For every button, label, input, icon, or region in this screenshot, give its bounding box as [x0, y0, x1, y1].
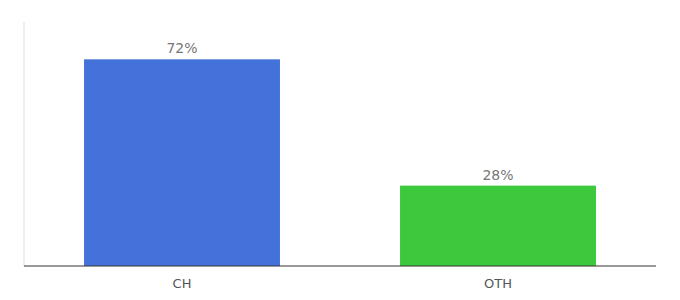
bar	[400, 186, 596, 266]
data-label: 72%	[166, 40, 197, 56]
data-label: 28%	[482, 167, 513, 183]
x-axis-line	[24, 266, 656, 267]
chart-container: 72% CH 28% OTH	[0, 0, 680, 300]
bars	[84, 59, 596, 266]
chart: 72% CH 28% OTH	[0, 0, 680, 300]
x-tick-label: CH	[173, 276, 192, 291]
x-tick-label: OTH	[484, 276, 512, 291]
bar	[84, 59, 280, 266]
plot-area: 72% CH 28% OTH	[24, 22, 656, 291]
y-axis-line	[24, 22, 25, 266]
labels: 72% CH 28% OTH	[166, 40, 513, 291]
